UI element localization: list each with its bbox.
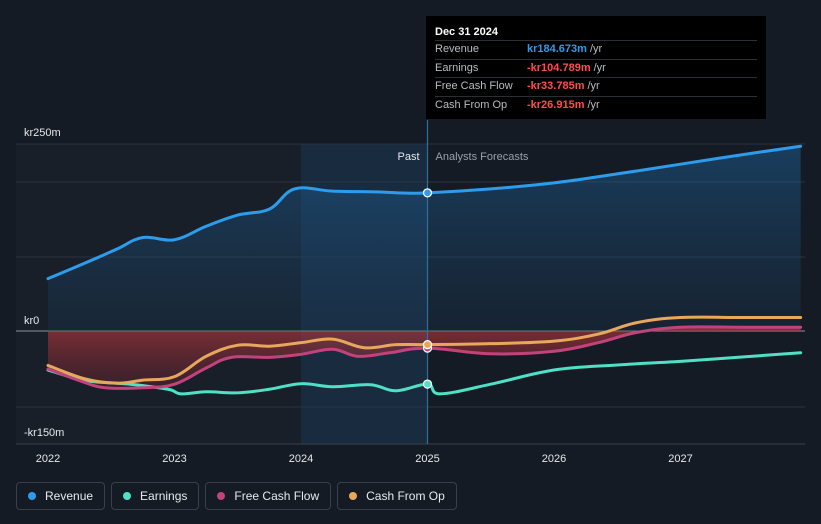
tooltip-unit: /yr xyxy=(587,98,600,111)
tooltip-label: Earnings xyxy=(435,61,479,74)
area-fills xyxy=(48,146,801,389)
free-cash-flow-dot-icon xyxy=(217,492,226,500)
y-tick-label: -kr150m xyxy=(24,427,64,439)
tooltip-value: kr184.673m xyxy=(527,43,587,55)
cash-from-op-line xyxy=(46,315,803,385)
x-tick-label: 2024 xyxy=(289,453,313,465)
tooltip-value: -kr26.915m xyxy=(527,98,585,111)
earnings-dot-icon xyxy=(123,492,132,500)
x-tick-label: 2027 xyxy=(668,453,692,465)
tooltip-row-cash-from-op: Cash From Op -kr26.915m /yr xyxy=(435,95,757,115)
tooltip-unit: /yr xyxy=(589,43,603,55)
revenue-line xyxy=(46,144,803,281)
legend-item-earnings[interactable]: Earnings xyxy=(111,482,200,510)
revenue-dot-icon xyxy=(28,492,36,500)
legend-item-cash-from-op[interactable]: Cash From Op xyxy=(337,482,457,510)
cash-from-op-marker xyxy=(422,339,433,350)
series-lines xyxy=(46,144,803,396)
legend-label: Earnings xyxy=(140,489,188,503)
legend: Revenue Earnings Free Cash Flow Cash Fro… xyxy=(16,482,457,510)
tooltip-label: Cash From Op xyxy=(435,98,508,111)
x-tick-label: 2026 xyxy=(542,453,566,465)
tooltip-row-revenue: Revenue kr184.673m /yr xyxy=(435,40,757,59)
tooltip: Dec 31 2024 Revenue kr184.673m /yr Earni… xyxy=(426,16,766,119)
tooltip-label: Revenue xyxy=(435,43,480,55)
legend-item-free-cash-flow[interactable]: Free Cash Flow xyxy=(205,482,332,510)
legend-label: Free Cash Flow xyxy=(234,489,320,503)
x-tick-label: 2023 xyxy=(162,453,186,465)
axis-labels: kr250m kr0 -kr150m 2022 2023 2024 2025 2026 2027… xyxy=(24,127,693,465)
past-label: Past xyxy=(397,151,419,163)
revenue-area xyxy=(48,146,801,331)
tooltip-unit: /yr xyxy=(587,80,600,92)
tooltip-label: Free Cash Flow xyxy=(435,80,513,92)
legend-item-revenue[interactable]: Revenue xyxy=(16,482,106,510)
x-tick-label: 2022 xyxy=(36,453,60,465)
revenue-marker xyxy=(422,188,433,198)
y-tick-label: kr250m xyxy=(24,127,61,139)
tooltip-value: -kr104.789m xyxy=(527,61,591,74)
earnings-marker xyxy=(422,379,433,389)
legend-label: Cash From Op xyxy=(366,489,445,503)
cash-from-op-dot-icon xyxy=(349,492,358,500)
tooltip-date: Dec 31 2024 xyxy=(435,26,498,38)
free-cash-flow-area xyxy=(48,326,801,389)
legend-label: Revenue xyxy=(45,489,94,503)
tooltip-value: -kr33.785m xyxy=(527,80,585,92)
series-markers xyxy=(422,188,433,389)
free-cash-flow-line xyxy=(46,325,803,390)
tooltip-row-earnings: Earnings -kr104.789m /yr xyxy=(435,58,757,78)
tooltip-unit: /yr xyxy=(593,61,606,74)
tooltip-row-free-cash-flow: Free Cash Flow -kr33.785m /yr xyxy=(435,77,757,96)
y-tick-label: kr0 xyxy=(24,315,39,327)
forecast-label: Analysts Forecasts xyxy=(436,151,529,163)
x-tick-label: 2025 xyxy=(415,453,439,465)
earnings-line xyxy=(46,351,803,396)
